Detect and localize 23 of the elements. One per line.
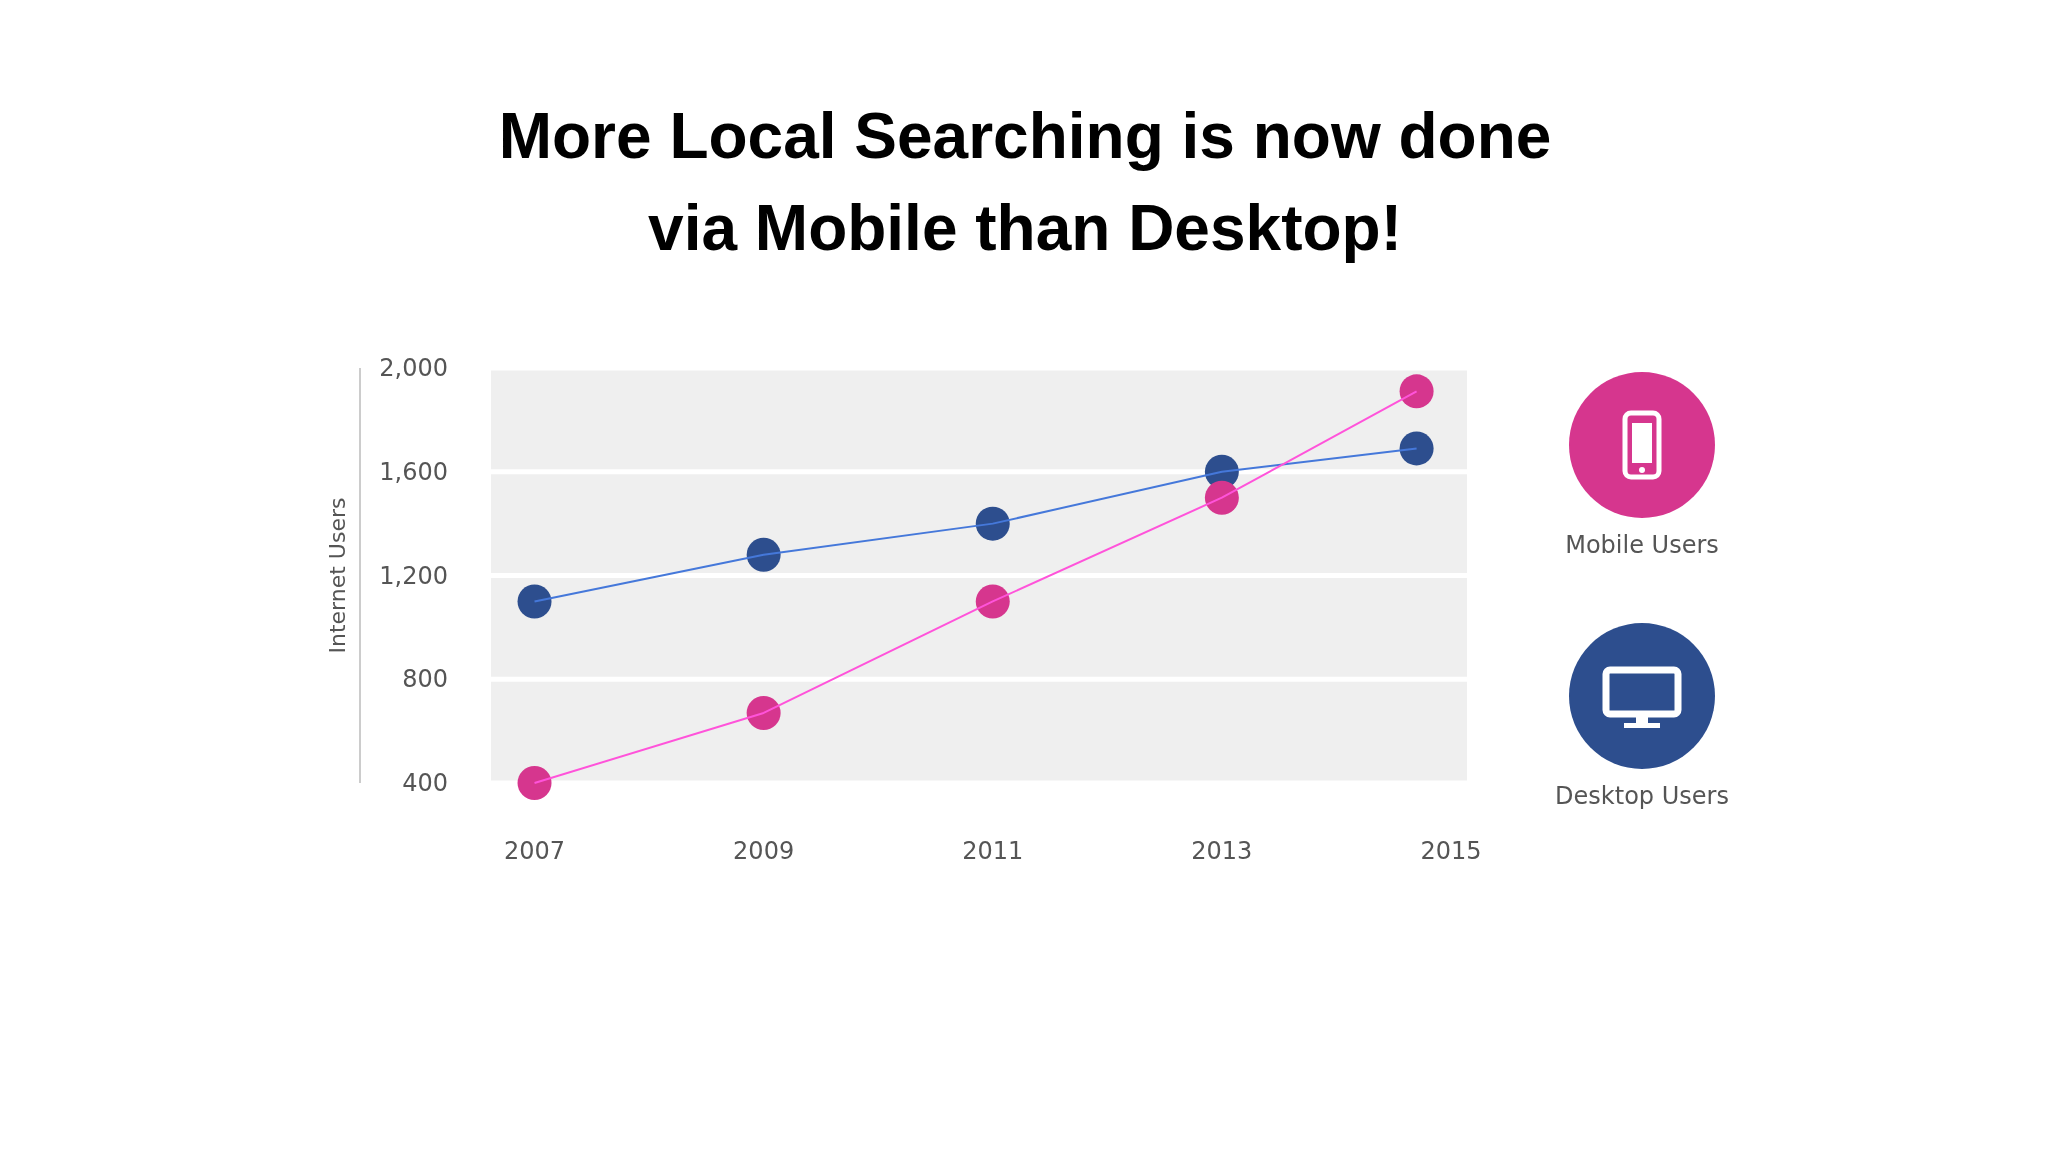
point <box>1204 480 1239 515</box>
text: Mobile Users <box>1565 531 1719 559</box>
point <box>517 766 552 800</box>
point <box>975 584 1010 619</box>
y-tick-label: 400 <box>402 769 448 797</box>
x-tick-label: 2011 <box>962 837 1024 865</box>
text: Desktop Users <box>1555 782 1729 810</box>
point <box>746 537 781 572</box>
y-tick-label: 800 <box>402 665 448 694</box>
x-tick-label: 2013 <box>1191 837 1253 865</box>
x-tick-label: 2007 <box>503 837 566 865</box>
y-tick-label: 1,200 <box>379 561 448 590</box>
y-axis-title: Internet Users <box>325 497 350 654</box>
point <box>1399 374 1434 409</box>
x-tick-label: 2015 <box>1420 837 1482 865</box>
point <box>746 695 781 730</box>
y-tick-label: 2,000 <box>379 354 448 382</box>
point <box>975 506 1010 541</box>
y-tick-label: 1,600 <box>379 457 448 486</box>
x-tick-label: 2009 <box>733 837 795 865</box>
point <box>1399 431 1434 466</box>
chart-title: More Local Searching is now done via Mobile than Desktop! <box>498 100 1552 264</box>
point <box>517 584 552 619</box>
